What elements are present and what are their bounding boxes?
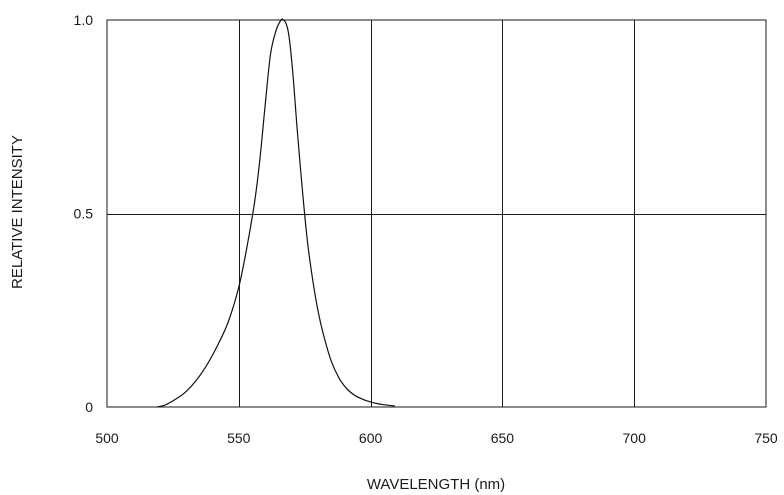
y-axis-title: RELATIVE INTENSITY — [9, 135, 26, 289]
y-tick-label: 0 — [85, 399, 93, 415]
x-tick-label: 500 — [95, 430, 119, 446]
y-tick-label: 1.0 — [74, 12, 94, 28]
x-tick-labels: 500 550 600 650 700 750 — [95, 430, 778, 446]
x-tick-label: 700 — [623, 430, 647, 446]
y-tick-labels: 0 0.5 1.0 — [74, 12, 94, 415]
x-tick-label: 750 — [754, 430, 778, 446]
x-tick-label: 650 — [491, 430, 515, 446]
y-tick-label: 0.5 — [74, 206, 94, 222]
grid-lines — [107, 20, 766, 407]
x-tick-label: 550 — [227, 430, 251, 446]
series-layer — [156, 18, 395, 408]
x-tick-label: 600 — [359, 430, 383, 446]
x-axis-title: WAVELENGTH (nm) — [367, 476, 505, 493]
plot-frame — [106, 19, 767, 408]
series-line-0 — [156, 18, 395, 408]
